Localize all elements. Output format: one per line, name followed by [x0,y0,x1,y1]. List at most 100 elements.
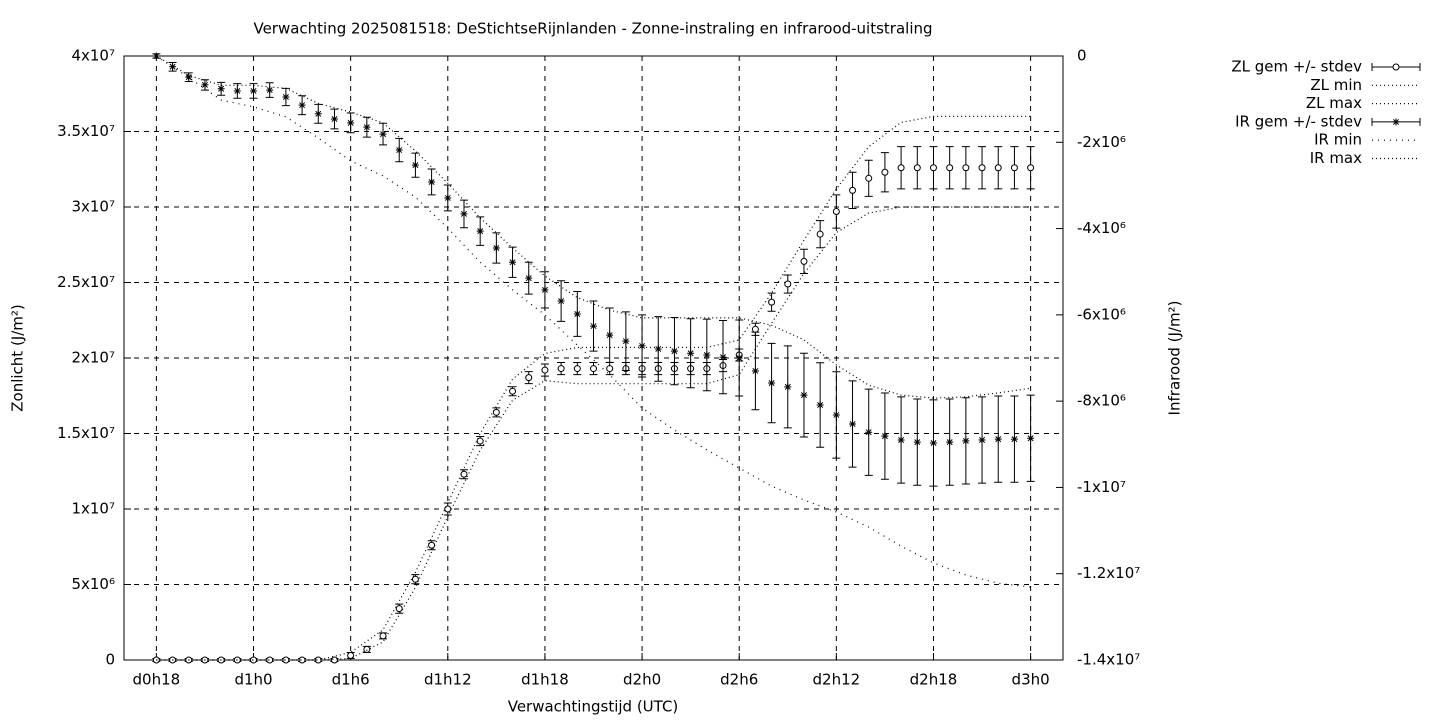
marker-circle [881,168,889,176]
marker-star [363,123,371,131]
marker-circle [751,325,759,333]
marker-circle [411,575,419,583]
marker-circle [816,230,824,238]
marker-star [266,86,274,94]
marker-circle [476,437,484,445]
marker-circle [1027,164,1035,172]
y2-tick-label: -1.4x10⁷ [1077,651,1140,669]
marker-circle [266,656,274,664]
marker-star [347,119,355,127]
marker-circle [800,257,808,265]
marker-star [525,274,533,282]
marker-star [768,379,776,387]
legend-label: IR gem +/- stdev [1235,112,1362,130]
marker-star [751,367,759,375]
marker-star [152,52,160,60]
marker-star [687,349,695,357]
marker-circle [314,656,322,664]
y-tick-label: 2x10⁷ [71,349,115,367]
marker-star [1027,434,1035,442]
marker-circle [962,164,970,172]
y2-tick-label: -4x10⁶ [1077,219,1126,237]
y-tick-label: 1x10⁷ [71,500,115,518]
x-tick-label: d3h0 [1012,671,1050,689]
marker-star [557,297,565,305]
marker-star [784,383,792,391]
marker-star [865,428,873,436]
x-tick-label: d2h0 [623,671,661,689]
marker-circle [541,366,549,374]
marker-circle [347,651,355,659]
marker-star [622,337,630,345]
marker-circle [832,208,840,216]
y2-axis-label: Infrarood (J/m²) [1166,301,1184,416]
y2-tick-label: -1x10⁷ [1077,478,1126,496]
marker-circle [849,186,857,194]
x-tick-label: d2h6 [720,671,758,689]
y2-tick-label: -6x10⁶ [1077,305,1126,323]
series-line [156,115,1031,661]
marker-star [994,435,1002,443]
x-tick-label: d0h18 [133,671,181,689]
y-tick-label: 1.5x10⁷ [57,424,115,442]
marker-circle [978,164,986,172]
marker-star [638,342,646,350]
legend-label: IR max [1310,149,1362,167]
marker-circle [784,280,792,288]
marker-circle [994,164,1002,172]
marker-star [314,110,322,118]
marker-star [298,101,306,109]
y-tick-label: 4x10⁷ [71,47,115,65]
y2-tick-label: -2x10⁶ [1077,133,1126,151]
marker-circle [282,656,290,664]
y2-tick-label: 0 [1077,47,1087,65]
marker-star [169,63,177,71]
x-tick-label: d2h12 [813,671,861,689]
marker-circle [460,470,468,478]
marker-circle [913,164,921,172]
marker-star [719,353,727,361]
legend-marker [1392,63,1400,71]
legend-label: ZL gem +/- stdev [1231,58,1362,76]
marker-star [1010,435,1018,443]
marker-star [670,347,678,355]
legend-label: ZL min [1310,76,1362,94]
x-tick-label: d2h18 [910,671,958,689]
y-tick-label: 5x10⁶ [71,575,115,593]
marker-star [962,437,970,445]
marker-star [735,354,743,362]
marker-star [703,351,711,359]
marker-star [282,93,290,101]
marker-circle [1010,164,1018,172]
x-tick-label: d1h0 [234,671,272,689]
marker-circle [509,387,517,395]
marker-star [913,438,921,446]
marker-circle [492,408,500,416]
marker-circle [946,164,954,172]
y2-tick-label: -1.2x10⁷ [1077,564,1140,582]
marker-star [379,130,387,138]
marker-circle [606,365,614,373]
legend-label: ZL max [1306,94,1362,112]
marker-circle [590,365,597,373]
marker-star [800,391,808,399]
marker-star [185,73,193,81]
marker-star [573,310,581,318]
marker-circle [557,365,565,373]
marker-circle [379,632,387,640]
marker-star [881,432,889,440]
legend-label: IR min [1314,131,1362,149]
marker-star [476,227,484,235]
marker-star [250,87,258,95]
marker-circle [525,374,533,382]
marker-star [444,194,452,202]
marker-circle [768,298,776,306]
marker-star [541,286,549,294]
marker-star [606,331,614,339]
marker-circle [865,174,873,182]
y-tick-label: 3.5x10⁷ [57,122,115,140]
marker-star [233,87,241,95]
x-axis-label: Verwachtingstijd (UTC) [508,698,679,716]
x-tick-label: d1h12 [424,671,472,689]
